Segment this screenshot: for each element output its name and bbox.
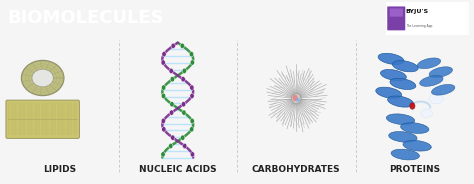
Ellipse shape bbox=[388, 96, 413, 107]
Ellipse shape bbox=[403, 140, 431, 151]
Circle shape bbox=[181, 135, 185, 140]
Circle shape bbox=[190, 60, 194, 65]
Circle shape bbox=[190, 93, 194, 99]
Circle shape bbox=[190, 85, 194, 90]
Circle shape bbox=[190, 127, 194, 132]
Ellipse shape bbox=[391, 149, 419, 160]
Circle shape bbox=[161, 152, 165, 157]
Ellipse shape bbox=[389, 132, 417, 142]
Circle shape bbox=[189, 52, 193, 57]
Ellipse shape bbox=[376, 87, 401, 98]
Text: The Learning App: The Learning App bbox=[406, 24, 432, 29]
Ellipse shape bbox=[292, 93, 301, 104]
Ellipse shape bbox=[431, 84, 455, 95]
Circle shape bbox=[161, 93, 165, 99]
Text: BYJU'S: BYJU'S bbox=[406, 9, 429, 14]
Ellipse shape bbox=[419, 76, 443, 86]
Ellipse shape bbox=[386, 114, 415, 125]
Ellipse shape bbox=[381, 70, 406, 81]
Ellipse shape bbox=[401, 123, 429, 133]
Circle shape bbox=[169, 68, 173, 74]
Circle shape bbox=[170, 102, 174, 107]
Ellipse shape bbox=[417, 58, 441, 69]
FancyBboxPatch shape bbox=[387, 6, 405, 30]
Text: BIOMOLECULES: BIOMOLECULES bbox=[7, 9, 164, 27]
FancyBboxPatch shape bbox=[390, 8, 403, 17]
Circle shape bbox=[182, 68, 186, 74]
Circle shape bbox=[169, 110, 173, 115]
Text: NUCLEIC ACIDS: NUCLEIC ACIDS bbox=[139, 165, 217, 174]
Circle shape bbox=[190, 118, 194, 124]
Ellipse shape bbox=[390, 78, 416, 89]
Circle shape bbox=[171, 43, 175, 48]
Circle shape bbox=[180, 43, 184, 48]
Circle shape bbox=[182, 102, 186, 107]
Ellipse shape bbox=[21, 60, 64, 96]
Circle shape bbox=[162, 127, 166, 132]
Ellipse shape bbox=[420, 109, 432, 118]
Text: PROTEINS: PROTEINS bbox=[389, 165, 440, 174]
Circle shape bbox=[181, 77, 185, 82]
Circle shape bbox=[169, 143, 173, 149]
Circle shape bbox=[161, 118, 165, 124]
Circle shape bbox=[191, 152, 195, 157]
FancyBboxPatch shape bbox=[386, 2, 469, 35]
Circle shape bbox=[162, 52, 166, 57]
FancyBboxPatch shape bbox=[6, 100, 80, 138]
Ellipse shape bbox=[392, 61, 418, 72]
Circle shape bbox=[292, 95, 298, 101]
Circle shape bbox=[182, 143, 187, 149]
Circle shape bbox=[182, 110, 186, 115]
Circle shape bbox=[296, 98, 300, 102]
Circle shape bbox=[170, 77, 174, 82]
Text: CARBOHYDRATES: CARBOHYDRATES bbox=[252, 165, 340, 174]
Ellipse shape bbox=[429, 93, 443, 104]
Circle shape bbox=[161, 60, 165, 65]
Ellipse shape bbox=[378, 53, 404, 64]
Circle shape bbox=[162, 85, 166, 90]
Circle shape bbox=[410, 103, 415, 109]
Circle shape bbox=[171, 135, 175, 140]
Ellipse shape bbox=[429, 67, 453, 77]
Ellipse shape bbox=[32, 69, 53, 87]
Text: LIPIDS: LIPIDS bbox=[43, 165, 76, 174]
